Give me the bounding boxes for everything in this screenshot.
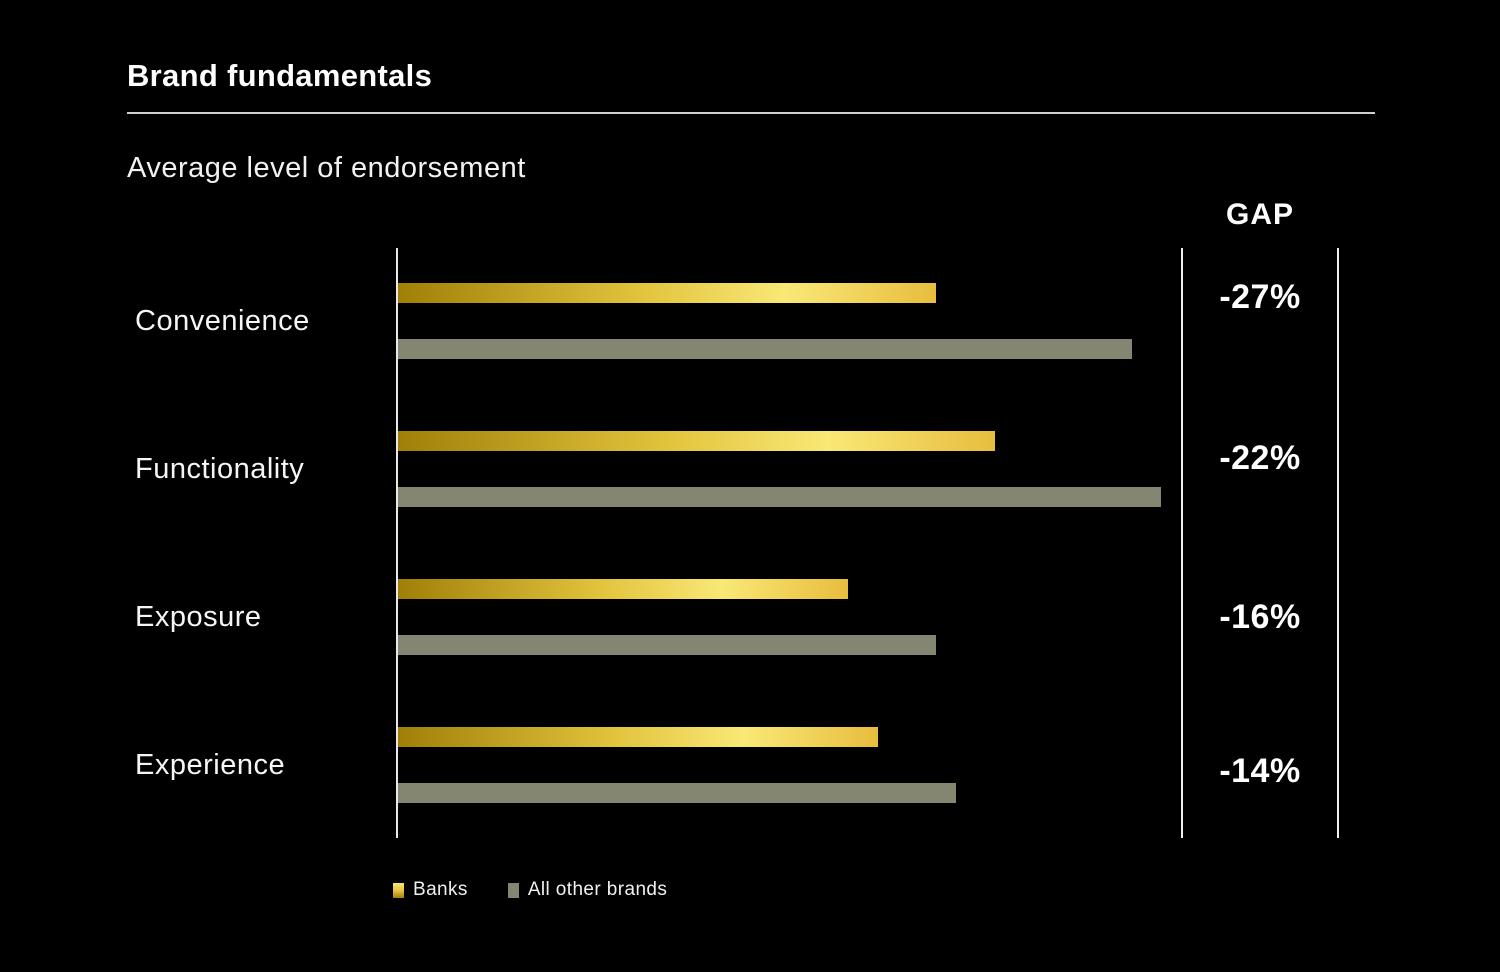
other-brands-swatch-icon <box>507 882 519 898</box>
gap-column: -27% -22% -16% -14% <box>1181 248 1339 838</box>
gap-column-header: GAP <box>1225 198 1294 231</box>
legend-label: Banks <box>413 879 468 900</box>
banks-bar <box>398 431 996 451</box>
category-label: Experience <box>135 749 286 781</box>
banks-bar <box>398 727 878 747</box>
category-label: Exposure <box>135 601 262 633</box>
category-label: Functionality <box>135 453 305 485</box>
chart-legend: Banks All other brands <box>393 879 667 901</box>
category-group-functionality: Functionality <box>135 396 1181 544</box>
gap-value-functionality: -22% <box>1219 439 1301 477</box>
gap-value-convenience: -27% <box>1219 278 1301 316</box>
banks-bar <box>398 283 937 303</box>
other-brands-bar <box>398 487 1162 507</box>
chart-subtitle: Average level of endorsement <box>127 152 526 184</box>
chart-plot-area: Convenience Functionality Exposure Exper… <box>135 248 1181 840</box>
gap-value-exposure: -16% <box>1219 598 1301 636</box>
page-title: Brand fundamentals <box>127 58 433 93</box>
legend-item-banks: Banks <box>393 879 468 901</box>
category-group-convenience: Convenience <box>135 248 1181 396</box>
category-label: Convenience <box>135 305 310 337</box>
category-group-exposure: Exposure <box>135 544 1181 692</box>
banks-swatch-icon <box>393 882 404 898</box>
banks-bar <box>398 579 849 599</box>
other-brands-bar <box>398 783 956 803</box>
other-brands-bar <box>398 339 1133 359</box>
other-brands-bar <box>398 635 937 655</box>
title-underline <box>127 112 1375 114</box>
legend-item-all-other-brands: All other brands <box>507 879 668 901</box>
category-group-experience: Experience <box>135 692 1181 840</box>
gap-value-experience: -14% <box>1219 752 1301 790</box>
legend-label: All other brands <box>527 879 668 900</box>
